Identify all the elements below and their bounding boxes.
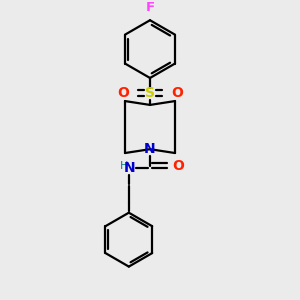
Text: O: O bbox=[172, 158, 184, 172]
Text: H: H bbox=[119, 161, 128, 171]
Text: S: S bbox=[145, 86, 155, 100]
Text: F: F bbox=[146, 2, 154, 14]
Text: O: O bbox=[171, 86, 183, 100]
Text: N: N bbox=[144, 142, 156, 156]
Text: N: N bbox=[124, 161, 136, 176]
Text: O: O bbox=[117, 86, 129, 100]
